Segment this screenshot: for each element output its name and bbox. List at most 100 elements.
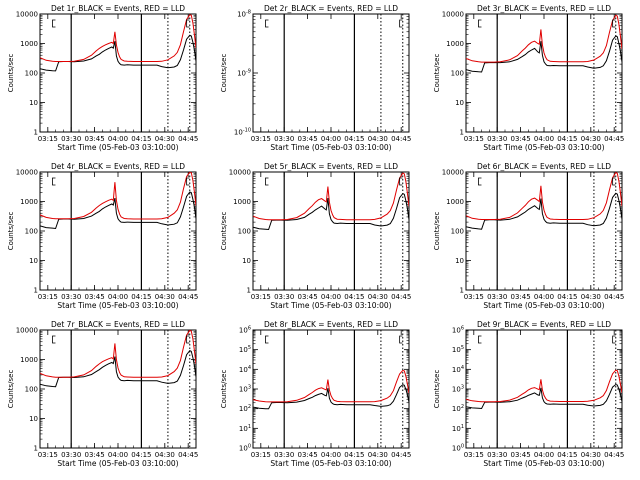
y-axis-label: Counts/sec (220, 370, 228, 409)
y-tick-label: 103 (239, 385, 251, 394)
events-series-line (253, 384, 409, 410)
events-series-line (253, 192, 409, 231)
x-tick-label: 03:45 (85, 451, 105, 459)
x-tick-label: 04:30 (155, 135, 175, 143)
y-tick-label: 1000 (20, 198, 38, 206)
x-axis-label: Start Time (05-Feb-03 03:10:00) (483, 143, 604, 152)
plot-frame (39, 329, 197, 449)
x-tick-label: 04:45 (391, 135, 411, 143)
segment-bracket-marker (186, 177, 190, 186)
x-tick-label: 04:15 (344, 451, 364, 459)
x-tick-label: 03:30 (274, 293, 294, 301)
y-tick-label: 10-10 (234, 128, 251, 137)
y-tick-label: 10000 (16, 11, 38, 19)
panel-title: Det 3r_BLACK = Events, RED = LLD (477, 4, 611, 13)
y-axis-label: Counts/sec (220, 54, 228, 93)
x-tick-label: 04:00 (321, 293, 341, 301)
x-tick-label: 03:30 (61, 293, 81, 301)
x-tick-label: 04:30 (155, 451, 175, 459)
plot-frame (252, 13, 410, 133)
y-tick-label: 10000 (229, 169, 251, 177)
segment-bracket-marker (478, 177, 482, 186)
x-tick-label: 04:30 (368, 135, 388, 143)
y-tick-label: 102 (239, 404, 251, 413)
segment-bracket-marker (265, 19, 269, 28)
panel-title: Det 5r_BLACK = Events, RED = LLD (264, 162, 398, 171)
detector-panel: Det 3r_BLACK = Events, RED = LLD 1 10 100 10… (433, 4, 624, 152)
segment-bracket-marker (612, 177, 616, 186)
x-axis-label: Start Time (05-Feb-03 03:10:00) (270, 143, 391, 152)
panel-title: Det 1r_BLACK = Events, RED = LLD (51, 4, 185, 13)
y-tick-label: 1 (460, 129, 464, 137)
x-tick-label: 03:45 (298, 451, 318, 459)
x-tick-label: 04:45 (178, 135, 198, 143)
y-tick-label: 101 (452, 424, 464, 433)
lld-series-line (466, 172, 622, 220)
x-tick-label: 03:15 (251, 451, 271, 459)
y-tick-label: 101 (239, 424, 251, 433)
y-axis-label: Counts/sec (433, 212, 441, 251)
x-tick-label: 03:15 (38, 451, 58, 459)
x-tick-label: 04:45 (604, 293, 624, 301)
lld-series-line (253, 172, 409, 221)
x-tick-label: 03:15 (251, 293, 271, 301)
y-tick-label: 102 (452, 404, 464, 413)
y-axis-label: Counts/sec (220, 212, 228, 251)
y-tick-label: 1 (34, 287, 38, 295)
y-tick-label: 100 (452, 444, 464, 453)
y-axis-label: Counts/sec (7, 54, 15, 93)
x-tick-label: 04:30 (581, 135, 601, 143)
x-tick-label: 03:45 (511, 293, 531, 301)
x-tick-label: 03:15 (464, 135, 484, 143)
x-tick-label: 03:45 (298, 293, 318, 301)
segment-bracket-marker (52, 335, 56, 344)
events-series-line (466, 35, 622, 73)
segment-bracket-marker (478, 335, 482, 344)
detector-panel: Det 8r_BLACK = Events, RED = LLD 100 101 10… (220, 320, 411, 468)
y-tick-label: 100 (25, 70, 38, 78)
x-tick-label: 04:00 (108, 293, 128, 301)
detector-panel: Det 6r_BLACK = Events, RED = LLD 1 10 100 10… (433, 162, 624, 310)
detector-panel: Det 7r_BLACK = Events, RED = LLD 1 10 100 10… (7, 320, 198, 468)
y-tick-label: 10000 (16, 169, 38, 177)
y-tick-label: 10 (29, 257, 38, 265)
x-tick-label: 04:30 (368, 451, 388, 459)
y-axis-label: Counts/sec (433, 370, 441, 409)
y-tick-label: 100 (451, 70, 464, 78)
plot-frame (39, 171, 197, 291)
plot-frame (39, 13, 197, 133)
y-tick-label: 10 (242, 257, 251, 265)
x-tick-label: 04:30 (581, 293, 601, 301)
x-tick-label: 03:15 (251, 135, 271, 143)
y-tick-label: 105 (239, 345, 251, 354)
x-tick-label: 03:30 (487, 451, 507, 459)
panel-title: Det 6r_BLACK = Events, RED = LLD (477, 162, 611, 171)
x-tick-label: 04:45 (391, 293, 411, 301)
y-tick-label: 1 (460, 287, 464, 295)
x-tick-label: 03:30 (61, 451, 81, 459)
x-tick-label: 04:00 (108, 135, 128, 143)
y-tick-label: 10-8 (237, 10, 251, 19)
x-tick-label: 04:00 (108, 451, 128, 459)
y-tick-label: 10000 (442, 11, 464, 19)
x-tick-label: 04:30 (155, 293, 175, 301)
x-tick-label: 04:15 (131, 135, 151, 143)
segment-bracket-marker (478, 19, 482, 28)
panel-title: Det 7r_BLACK = Events, RED = LLD (51, 320, 185, 329)
x-tick-label: 04:45 (178, 451, 198, 459)
x-tick-label: 04:15 (344, 293, 364, 301)
segment-bracket-marker (186, 335, 190, 344)
panel-title: Det 8r_BLACK = Events, RED = LLD (264, 320, 398, 329)
plot-frame (252, 171, 410, 291)
x-tick-label: 04:30 (581, 451, 601, 459)
y-tick-label: 10 (29, 99, 38, 107)
x-tick-label: 04:45 (604, 135, 624, 143)
y-tick-label: 104 (452, 365, 464, 374)
y-tick-label: 10000 (16, 327, 38, 335)
y-tick-label: 100 (238, 228, 251, 236)
y-axis-label: Counts/sec (7, 370, 15, 409)
lld-series-line (466, 369, 622, 403)
x-tick-label: 03:15 (464, 293, 484, 301)
y-axis-label: Counts/sec (433, 54, 441, 93)
detector-panel: Det 5r_BLACK = Events, RED = LLD 1 10 100 10… (220, 162, 411, 310)
